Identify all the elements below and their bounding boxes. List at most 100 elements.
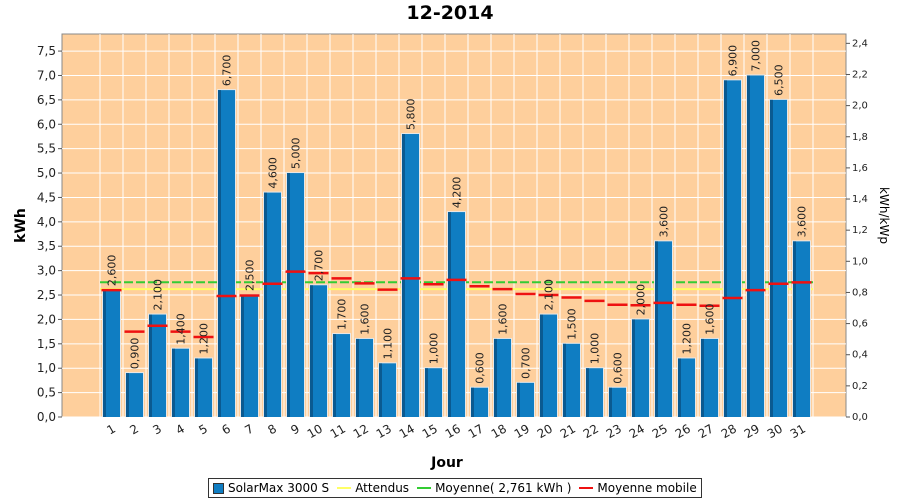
bar-fill bbox=[195, 358, 212, 417]
bar bbox=[654, 240, 673, 417]
legend-item-expected: Attendus bbox=[337, 481, 409, 495]
bar-fill bbox=[494, 338, 511, 417]
bar-fill bbox=[241, 295, 258, 417]
bar bbox=[309, 284, 328, 417]
chart-title: 12-2014 bbox=[406, 2, 494, 24]
bar bbox=[585, 367, 604, 417]
data-label: 1,600 bbox=[359, 303, 372, 335]
data-label: 6,900 bbox=[727, 45, 740, 77]
y2-tick-label: 0,4 bbox=[852, 350, 868, 361]
bar bbox=[769, 98, 788, 417]
bar bbox=[125, 372, 144, 417]
bar-fill bbox=[770, 99, 787, 417]
y2-tick-label: 1,0 bbox=[852, 256, 868, 267]
bar bbox=[746, 74, 765, 417]
data-label: 0,600 bbox=[612, 352, 625, 384]
bar-fill bbox=[701, 338, 718, 417]
bar-fill bbox=[287, 173, 304, 417]
data-label: 1,000 bbox=[589, 333, 602, 365]
bar bbox=[286, 172, 305, 417]
data-label: 5,800 bbox=[405, 99, 418, 131]
bar-shade bbox=[678, 358, 681, 417]
y-tick-label: 4,0 bbox=[37, 215, 56, 229]
bar bbox=[447, 211, 466, 417]
y-tick-label: 1,5 bbox=[37, 337, 56, 351]
legend-item-solarmax: SolarMax 3000 S bbox=[213, 481, 329, 495]
y2-tick-label: 0,2 bbox=[852, 381, 868, 392]
bar bbox=[194, 357, 213, 417]
bar bbox=[470, 386, 489, 417]
data-label: 1,100 bbox=[382, 328, 395, 360]
bar bbox=[631, 318, 650, 417]
data-label: 3,600 bbox=[658, 206, 671, 238]
bar bbox=[263, 191, 282, 417]
y2-tick-label: 0,0 bbox=[852, 412, 868, 423]
bar bbox=[355, 337, 374, 417]
x-tick-label: 11 bbox=[328, 421, 348, 441]
data-label: 4,600 bbox=[267, 157, 280, 189]
y2-tick-label: 1,2 bbox=[852, 225, 868, 236]
bar-fill bbox=[310, 285, 327, 417]
bar-shade bbox=[126, 373, 129, 417]
y-tick-label: 0,5 bbox=[37, 386, 56, 400]
data-label: 5,000 bbox=[290, 138, 303, 170]
bar-shade bbox=[264, 192, 267, 417]
data-label: 2,000 bbox=[635, 284, 648, 316]
data-label: 4,200 bbox=[451, 177, 464, 209]
legend-item-moving: Moyenne mobile bbox=[579, 481, 697, 495]
bar-fill bbox=[517, 382, 534, 417]
data-label: 2,500 bbox=[244, 260, 257, 292]
bar bbox=[516, 381, 535, 417]
y2-tick-label: 2,2 bbox=[852, 69, 868, 80]
bar-fill bbox=[172, 348, 189, 417]
x-tick-label: 13 bbox=[374, 421, 394, 441]
bar bbox=[102, 289, 121, 417]
bar-fill bbox=[471, 387, 488, 417]
bar-shade bbox=[655, 241, 658, 417]
x-tick-label: 2 bbox=[127, 421, 141, 437]
data-label: 2,600 bbox=[106, 255, 119, 287]
y-tick-label: 6,5 bbox=[37, 93, 56, 107]
data-label: 2,100 bbox=[543, 279, 556, 311]
data-label: 0,700 bbox=[520, 347, 533, 379]
bar-shade bbox=[770, 99, 773, 417]
data-label: 1,600 bbox=[704, 303, 717, 335]
legend-swatch-moving bbox=[579, 487, 594, 489]
bar bbox=[171, 347, 190, 417]
bar-series bbox=[102, 74, 811, 418]
y2-tick-label: 2,0 bbox=[852, 101, 868, 112]
bar-shade bbox=[379, 363, 382, 417]
data-label: 0,900 bbox=[129, 338, 142, 370]
legend-item-average: Moyenne( 2,761 kWh ) bbox=[417, 481, 571, 495]
y2-tick-label: 1,6 bbox=[852, 163, 868, 174]
x-tick-label: 8 bbox=[265, 421, 279, 437]
bar-shade bbox=[494, 338, 497, 417]
data-label: 1,700 bbox=[336, 299, 349, 331]
x-tick-label: 1 bbox=[104, 421, 118, 437]
legend-label-average: Moyenne( 2,761 kWh ) bbox=[435, 481, 572, 495]
y-tick-label: 0,0 bbox=[37, 410, 56, 424]
bar-fill bbox=[632, 319, 649, 417]
x-tick-label: 4 bbox=[173, 421, 187, 437]
bar-shade bbox=[172, 348, 175, 417]
bar-shade bbox=[517, 382, 520, 417]
y-tick-label: 4,5 bbox=[37, 190, 56, 204]
y-tick-label: 7,5 bbox=[37, 44, 56, 58]
x-tick-label: 10 bbox=[305, 421, 325, 441]
bar bbox=[240, 294, 259, 417]
data-label: 6,500 bbox=[773, 64, 786, 96]
y2-tick-label: 0,6 bbox=[852, 319, 868, 330]
bar-shade bbox=[103, 290, 106, 417]
bar-shade bbox=[724, 80, 727, 418]
bar-shade bbox=[747, 75, 750, 417]
bar-shade bbox=[632, 319, 635, 417]
x-tick-label: 27 bbox=[696, 421, 716, 441]
x-tick-label: 18 bbox=[489, 421, 509, 441]
bar-fill bbox=[402, 134, 419, 417]
moving-average-series bbox=[101, 270, 812, 339]
bar bbox=[608, 386, 627, 417]
data-label: 2,100 bbox=[152, 279, 165, 311]
x-axis-label: Jour bbox=[430, 455, 463, 471]
bar-fill bbox=[448, 212, 465, 417]
x-tick-label: 7 bbox=[242, 421, 256, 437]
